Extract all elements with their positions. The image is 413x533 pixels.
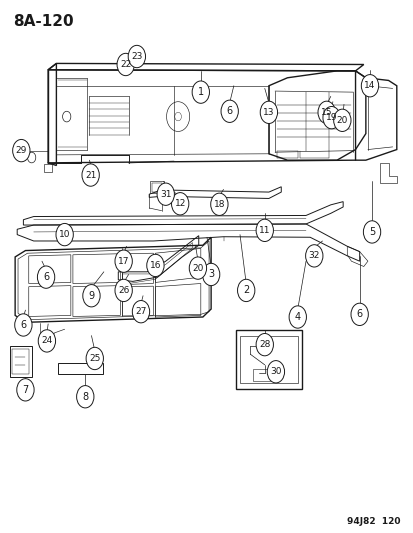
Text: 4: 4: [294, 312, 300, 322]
Circle shape: [115, 250, 132, 272]
Text: 3: 3: [208, 270, 214, 279]
Text: 23: 23: [131, 52, 142, 61]
Circle shape: [76, 385, 94, 408]
Text: 7: 7: [22, 385, 28, 395]
Circle shape: [38, 330, 55, 352]
Text: 12: 12: [174, 199, 185, 208]
Text: 94J82  120: 94J82 120: [347, 517, 400, 526]
Text: 16: 16: [150, 261, 161, 270]
Circle shape: [13, 140, 30, 162]
Text: 6: 6: [226, 106, 232, 116]
Circle shape: [361, 75, 378, 97]
Circle shape: [27, 152, 36, 163]
Text: 24: 24: [41, 336, 52, 345]
Circle shape: [189, 257, 206, 279]
Circle shape: [157, 183, 174, 205]
Circle shape: [322, 107, 339, 129]
Text: 8A-120: 8A-120: [13, 14, 74, 29]
Circle shape: [171, 192, 188, 215]
Text: 30: 30: [270, 367, 281, 376]
Text: 6: 6: [20, 320, 26, 330]
Circle shape: [256, 219, 273, 241]
Circle shape: [37, 266, 55, 288]
Text: 10: 10: [59, 230, 70, 239]
Text: 13: 13: [263, 108, 274, 117]
Text: 1: 1: [197, 87, 203, 97]
Text: 27: 27: [135, 307, 146, 316]
Text: 11: 11: [259, 226, 270, 235]
Circle shape: [15, 314, 32, 336]
Circle shape: [305, 245, 322, 267]
Circle shape: [260, 101, 277, 124]
Text: 25: 25: [89, 354, 100, 363]
Circle shape: [317, 101, 335, 124]
Text: 8: 8: [82, 392, 88, 402]
Text: 9: 9: [88, 290, 94, 301]
Circle shape: [210, 193, 228, 215]
Circle shape: [56, 223, 73, 246]
Circle shape: [267, 361, 284, 383]
Circle shape: [117, 53, 134, 76]
Text: 32: 32: [308, 252, 319, 260]
Text: 26: 26: [118, 286, 129, 295]
Circle shape: [146, 254, 164, 277]
Text: 17: 17: [118, 257, 129, 265]
Text: 20: 20: [336, 116, 347, 125]
Text: 2: 2: [242, 286, 249, 295]
Text: 28: 28: [259, 340, 270, 349]
Circle shape: [83, 285, 100, 307]
Text: 6: 6: [43, 272, 49, 282]
Circle shape: [82, 164, 99, 186]
Circle shape: [363, 221, 380, 243]
Circle shape: [237, 279, 254, 302]
Circle shape: [202, 263, 219, 286]
Circle shape: [256, 334, 273, 356]
Circle shape: [128, 45, 145, 68]
Text: 19: 19: [325, 113, 337, 122]
Circle shape: [192, 81, 209, 103]
Circle shape: [132, 301, 149, 323]
Text: 21: 21: [85, 171, 96, 180]
Text: 20: 20: [192, 264, 203, 272]
Text: 6: 6: [356, 309, 362, 319]
Text: 14: 14: [363, 81, 375, 90]
Text: 5: 5: [368, 227, 374, 237]
Circle shape: [221, 100, 238, 123]
Text: 18: 18: [213, 200, 225, 209]
Circle shape: [17, 378, 34, 401]
Circle shape: [86, 348, 103, 369]
Circle shape: [288, 306, 306, 328]
Circle shape: [333, 109, 350, 132]
Text: 15: 15: [320, 108, 332, 117]
Text: 31: 31: [159, 190, 171, 199]
Text: 22: 22: [120, 60, 131, 69]
Circle shape: [350, 303, 368, 326]
Text: 29: 29: [16, 146, 27, 155]
Circle shape: [115, 279, 132, 302]
